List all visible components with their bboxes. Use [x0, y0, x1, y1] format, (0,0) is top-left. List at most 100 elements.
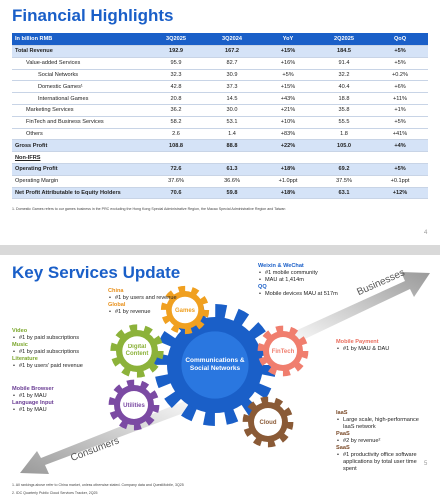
table-cell: 2.6 [148, 128, 204, 141]
block-heading: Video [12, 328, 28, 334]
service-block: Mobile Payment#1 by MAU & DAU [336, 339, 440, 353]
table-cell: +5% [372, 116, 428, 129]
gear-teeth [110, 324, 164, 378]
table-cell: +83% [260, 128, 316, 141]
table-row: Non-IFRS [12, 151, 428, 164]
table-cell: 14.5 [204, 92, 260, 105]
table-cell: +5% [372, 163, 428, 176]
gear-inner [254, 408, 282, 436]
table-cell: 69.2 [316, 163, 372, 176]
gear: FinTech [257, 325, 309, 377]
table-row: Operating Profit 72.6 61.3 +18% 69.2 +5% [12, 163, 428, 176]
table-cell: 30.9 [204, 69, 260, 82]
gear-label: Cloud [260, 420, 277, 426]
gear-inner [181, 331, 249, 399]
gear-label-box: Communications & Social Networks [185, 357, 245, 372]
table-row: Domestic Games¹ 42.8 37.3 +15% 40.4 +6% [12, 80, 428, 94]
table-row: Others 2.6 1.4 +83% 1.8 +41% [12, 128, 428, 141]
slide-financial: Financial Highlights In billion RMB 3Q202… [0, 0, 440, 245]
table-cell: +1.0ppt [260, 175, 316, 188]
table-row: Value-added Services 95.9 82.7 +16% 91.4 +5% [12, 57, 428, 70]
block-bullet: #1 by revenue [108, 309, 228, 316]
table-cell: 55.5 [316, 116, 372, 129]
table-cell: 37.5% [316, 175, 372, 188]
table-cell: 30.0 [204, 104, 260, 117]
table-cell: Value-added Services [12, 57, 148, 70]
slide-title: Key Services Update [12, 263, 181, 282]
table-cell: +0.1ppt [372, 175, 428, 188]
block-bullet: #1 by users' paid revenue [12, 363, 132, 370]
gear-teeth [242, 396, 294, 448]
table-cell: 72.6 [148, 163, 204, 176]
gear-label: FinTech [272, 349, 295, 355]
footnote: 2. IDC Quarterly Public Cloud Services T… [12, 491, 98, 495]
header-cell: 2Q2025 [316, 33, 372, 46]
block-heading: QQ [258, 284, 267, 290]
block-heading: Mobile Payment [336, 339, 379, 345]
table-cell: +12% [372, 187, 428, 200]
slide-services: Businesses Consumers Communications & So… [0, 255, 440, 500]
header-cell: QoQ [372, 33, 428, 46]
block-heading: Language Input [12, 400, 54, 406]
table-cell: 105.0 [316, 139, 372, 153]
financial-table: In billion RMB 3Q2025 3Q2024 YoY 2Q2025 QoQ To… [12, 33, 428, 200]
header-cell: In billion RMB [12, 33, 148, 46]
table-row: Marketing Services 36.2 30.0 +21% 35.8 +1% [12, 104, 428, 117]
gear-label: Communications & Social Networks [185, 357, 245, 372]
table-row: Gross Profit 108.8 88.8 +22% 105.0 +4% [12, 139, 428, 153]
table-cell: Operating Profit [12, 163, 148, 176]
table-cell: Gross Profit [12, 139, 148, 153]
table-cell: +22% [260, 139, 316, 153]
businesses-arrow [282, 272, 430, 347]
block-bullet: #1 by MAU [12, 407, 132, 414]
table-cell: 1.8 [316, 128, 372, 141]
table-cell: +6% [372, 80, 428, 94]
table-cell: 184.5 [316, 45, 372, 58]
separator [0, 245, 440, 255]
table-cell: Net Profit Attributable to Equity Holder… [12, 187, 148, 200]
table-cell: Marketing Services [12, 104, 148, 117]
block-bullet: #1 by paid subscriptions [12, 335, 132, 342]
table-cell: Domestic Games¹ [12, 80, 148, 94]
gear: Cloud [242, 396, 294, 448]
table-cell: 61.3 [204, 163, 260, 176]
table-cell: International Games [12, 92, 148, 105]
table-cell: +0.2% [372, 69, 428, 82]
table-row: Social Networks 32.3 30.9 +5% 32.2 +0.2% [12, 69, 428, 82]
gear-inner [122, 336, 152, 366]
block-heading: China [108, 288, 124, 294]
footnote: 1. Domestic Games refers to our games bu… [12, 207, 286, 211]
table-cell: 18.8 [316, 92, 372, 105]
block-bullet: #1 mobile community [258, 270, 378, 277]
table-cell: 42.8 [148, 80, 204, 94]
table-row: Total Revenue 192.9 167.2 +15% 184.5 +5% [12, 45, 428, 58]
table-cell: 59.8 [204, 187, 260, 200]
table-row: FinTech and Business Services 58.2 53.1 +10… [12, 116, 428, 129]
table-cell: 36.6% [204, 175, 260, 188]
block-heading: IaaS [336, 410, 348, 416]
table-cell: +16% [260, 57, 316, 70]
block-heading: Global [108, 302, 126, 308]
block-bullet: Large scale, high-performance IaaS netwo… [336, 417, 431, 431]
table-cell: 167.2 [204, 45, 260, 58]
block-heading: Weixin & WeChat [258, 263, 304, 269]
table-cell: 20.8 [148, 92, 204, 105]
table-cell: +18% [260, 187, 316, 200]
block-bullet: MAU at 1,414m [258, 277, 378, 284]
table-cell: +43% [260, 92, 316, 105]
table-cell: 88.8 [204, 139, 260, 153]
table-row: International Games 20.8 14.5 +43% 18.8 +11% [12, 92, 428, 105]
block-heading: Music [12, 342, 28, 348]
header-cell: 3Q2025 [148, 33, 204, 46]
table-cell: 36.2 [148, 104, 204, 117]
table-cell: 70.6 [148, 187, 204, 200]
block-bullet: Mobile devices MAU at 517m [258, 291, 378, 298]
block-heading: Literature [12, 356, 38, 362]
gear-label: Utilities [123, 403, 145, 409]
block-bullet: #1 by MAU [12, 393, 132, 400]
service-block: Weixin & WeChat#1 mobile communityMAU at… [258, 263, 378, 298]
block-bullet: #1 by users and revenue [108, 295, 228, 302]
table-cell: +5% [260, 69, 316, 82]
